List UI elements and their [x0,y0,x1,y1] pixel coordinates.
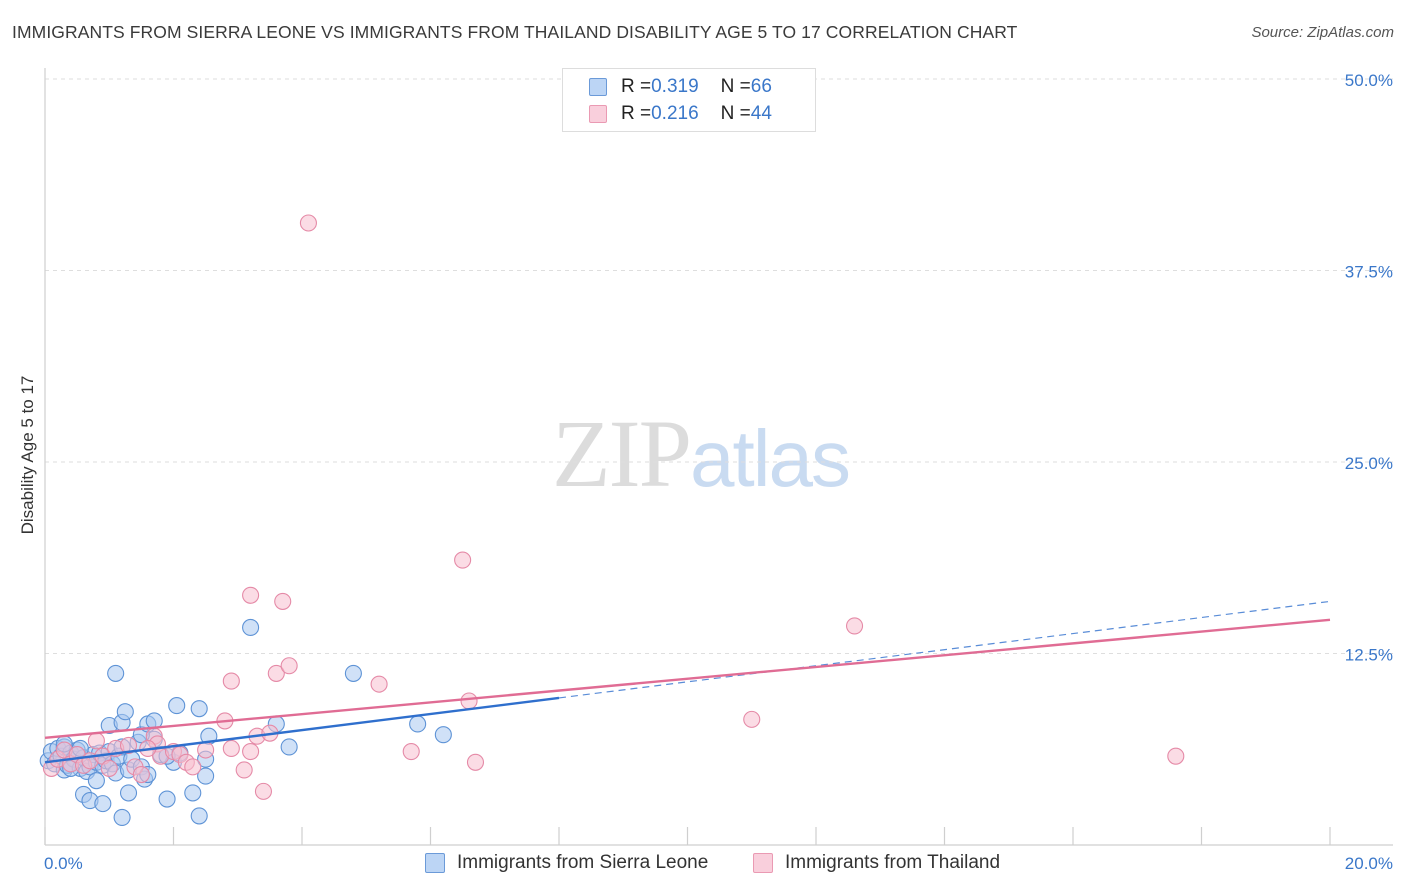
point-thailand [466,753,485,771]
source-label: Source: ZipAtlas.com [1251,24,1394,41]
grid-layer [45,78,1393,654]
y-tick-label: 25.0% [1345,454,1393,473]
point-sierra-leone [116,703,134,721]
point-thailand [280,657,298,675]
legend-swatch-thailand [753,853,773,873]
point-sierra-leone [94,795,112,813]
trend-line-thailand [44,618,1331,739]
point-thailand [254,782,273,800]
point-sierra-leone [409,715,427,733]
point-sierra-leone [113,808,131,826]
point-thailand [100,759,118,777]
point-thailand [1167,747,1185,765]
point-thailand [370,675,388,693]
chart-title: IMMIGRANTS FROM SIERRA LEONE VS IMMIGRAN… [12,22,1018,42]
y-tick-label: 12.5% [1345,646,1393,665]
point-thailand [454,551,472,569]
point-thailand [222,672,240,690]
point-thailand [242,742,260,761]
point-sierra-leone [280,738,298,756]
point-sierra-leone [344,664,362,682]
point-sierra-leone [197,767,215,785]
trend-extension-sierra-leone [558,600,1331,699]
point-sierra-leone [87,772,105,790]
y-tick-label: 37.5% [1345,263,1393,282]
n-value: 66 [750,76,772,97]
point-thailand [222,739,240,758]
legend-row-thailand: R = 0.216 N = 44 [589,102,772,126]
point-thailand [267,664,285,682]
point-thailand [197,741,215,759]
point-thailand [402,742,420,761]
y-tick-label: 50.0% [1345,71,1393,90]
n-label: N = [720,103,751,124]
r-value: 0.216 [651,103,699,124]
r-label: R = [621,76,652,97]
series-legend: Immigrants from Sierra Leone Immigrants … [0,852,1406,878]
correlation-legend: R = 0.319 N = 66 R = 0.216 N = 44 [562,68,816,132]
trend-layer [44,600,1331,764]
point-sierra-leone [107,664,125,682]
r-value: 0.319 [651,76,699,97]
point-sierra-leone [242,618,260,637]
legend-item-thailand: Immigrants from Thailand [753,852,1000,874]
legend-label-thailand: Immigrants from Thailand [785,852,1001,873]
trend-line-sierra-leone [44,696,560,764]
legend-swatch-thailand [589,105,607,123]
legend-item-sierra-leone: Immigrants from Sierra Leone [425,852,708,874]
point-thailand [460,692,478,710]
tick-label-layer: 12.5% 25.0% 37.5% 50.0% 0.0% 20.0% [44,71,1393,873]
point-thailand [119,736,138,754]
x-tick-label: 0.0% [44,854,83,873]
legend-row-sierra-leone: R = 0.319 N = 66 [589,75,772,99]
point-thailand [299,214,317,232]
point-sierra-leone [190,700,208,718]
point-sierra-leone [190,807,208,825]
watermark-zip: ZIP [552,400,692,507]
point-sierra-leone [434,726,452,744]
point-sierra-leone [158,790,176,808]
n-value: 44 [750,103,772,124]
point-thailand [235,761,253,779]
point-sierra-leone [168,697,186,715]
point-thailand [242,586,260,604]
legend-label-sierra-leone: Immigrants from Sierra Leone [457,852,709,873]
point-thailand [132,765,150,784]
point-thailand [87,732,105,750]
legend-swatch-sierra-leone [589,78,607,96]
x-tick-label: 20.0% [1345,854,1393,873]
axes-layer [44,68,1393,846]
point-thailand [743,710,761,728]
points-layer [39,214,1185,826]
point-thailand [184,758,202,776]
point-thailand [845,617,864,635]
r-label: R = [621,103,652,124]
point-sierra-leone [184,784,202,802]
watermark-atlas: atlas [690,414,851,503]
point-thailand [274,592,292,610]
legend-swatch-sierra-leone [425,853,445,873]
point-sierra-leone [119,784,138,802]
n-label: N = [720,76,751,97]
zipatlas-watermark: ZIPatlas [552,398,851,509]
